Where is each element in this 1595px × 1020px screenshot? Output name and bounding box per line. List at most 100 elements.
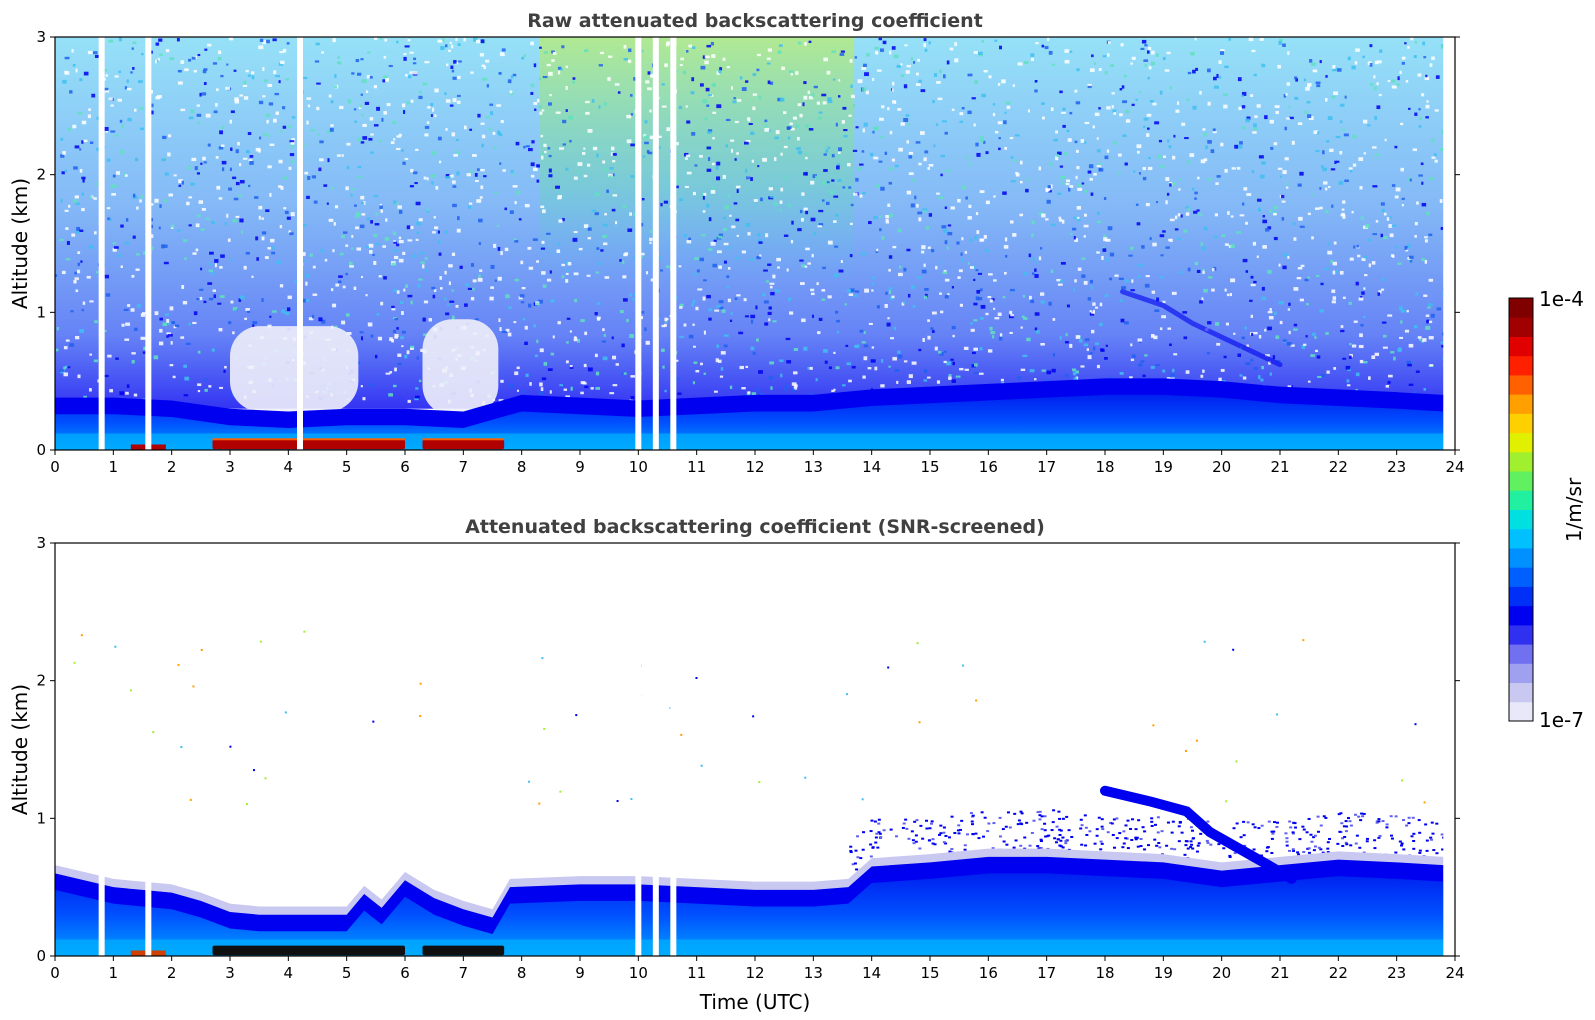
raw-x-tick-label: 0	[50, 458, 60, 476]
raw-dense-layer-segment-0	[212, 439, 405, 450]
raw-daytime-noise-region	[539, 37, 855, 285]
snr-y-axis-label: Altitude (km)	[8, 684, 32, 815]
raw-x-tick-label: 12	[745, 458, 764, 476]
colorbar-swatch	[1509, 374, 1533, 395]
snr-x-tick-label: 9	[575, 964, 585, 982]
snr-data-gap-4	[670, 543, 677, 956]
snr-panel-title: Attenuated backscattering coefficient (S…	[465, 516, 1045, 538]
x-axis-label: Time (UTC)	[699, 990, 811, 1014]
snr-screened-panel: Attenuated backscattering coefficient (S…	[8, 516, 1465, 1014]
colorbar-swatch	[1509, 701, 1533, 722]
raw-x-tick-label: 2	[167, 458, 177, 476]
colorbar-min-label: 1e-7	[1539, 708, 1584, 732]
colorbar-swatch	[1509, 471, 1533, 491]
raw-x-tick-label: 13	[804, 458, 823, 476]
raw-x-tick-label: 4	[284, 458, 294, 476]
raw-x-ticks: 0 1 2 3 4 5 6 7 8 9 10 11 12 13 14 15 16 17 18 19 20 21 22 23 24	[50, 450, 1465, 476]
snr-y-tick-label: 2	[36, 672, 46, 690]
snr-x-tick-label: 13	[804, 964, 823, 982]
snr-x-tick-label: 24	[1445, 964, 1464, 982]
snr-x-tick-label: 3	[225, 964, 235, 982]
raw-x-tick-label: 10	[629, 458, 648, 476]
raw-x-tick-label: 22	[1329, 458, 1348, 476]
colorbar-swatch	[1509, 413, 1533, 434]
snr-y-tick-label: 0	[36, 947, 46, 965]
raw-x-tick-label: 7	[459, 458, 469, 476]
snr-x-tick-label: 7	[459, 964, 469, 982]
raw-x-tick-label: 11	[687, 458, 706, 476]
raw-y-axis-label: Altitude (km)	[8, 178, 32, 309]
colorbar-units-label: 1/m/sr	[1562, 477, 1586, 542]
raw-x-tick-label: 1	[109, 458, 119, 476]
colorbar-swatch	[1509, 432, 1533, 453]
snr-data-gap-2	[635, 543, 642, 956]
colorbar-swatch	[1509, 509, 1533, 530]
colorbar-max-label: 1e-4	[1539, 287, 1584, 311]
colorbar-swatch	[1509, 490, 1533, 510]
snr-x-tick-label: 1	[109, 964, 119, 982]
raw-x-tick-label: 16	[979, 458, 998, 476]
raw-y-ticks: 0 1 2 3	[36, 28, 1460, 459]
raw-y-tick-label: 0	[36, 441, 46, 459]
raw-heatmap	[55, 37, 1455, 450]
colorbar-swatch	[1509, 528, 1533, 549]
raw-x-tick-label: 17	[1037, 458, 1056, 476]
raw-panel-title: Raw attenuated backscattering coefficien…	[527, 10, 983, 32]
raw-x-tick-label: 23	[1387, 458, 1406, 476]
snr-x-tick-label: 0	[50, 964, 60, 982]
colorbar-swatch	[1509, 298, 1533, 318]
colorbar-frame	[1508, 297, 1534, 722]
snr-x-tick-label: 6	[400, 964, 410, 982]
raw-x-tick-label: 24	[1445, 458, 1464, 476]
snr-data-gap-3	[652, 543, 659, 956]
colorbar-swatch	[1509, 394, 1533, 414]
snr-x-tick-label: 8	[517, 964, 527, 982]
colorbar-swatch	[1509, 355, 1533, 376]
raw-x-tick-label: 9	[575, 458, 585, 476]
snr-x-tick-label: 20	[1212, 964, 1231, 982]
snr-data-gap-1	[145, 543, 152, 956]
snr-x-tick-label: 12	[745, 964, 764, 982]
raw-y-tick-label: 2	[36, 166, 46, 184]
snr-x-tick-label: 18	[1095, 964, 1114, 982]
raw-x-tick-label: 6	[400, 458, 410, 476]
colorbar-swatch	[1509, 317, 1533, 337]
colorbar-swatch	[1509, 682, 1533, 703]
raw-x-tick-label: 18	[1095, 458, 1114, 476]
colorbar-swatch	[1509, 663, 1533, 684]
snr-dense-layer-segment-1	[422, 945, 505, 956]
raw-x-tick-label: 8	[517, 458, 527, 476]
raw-dense-layer-segment-1	[422, 439, 505, 450]
snr-x-tick-label: 21	[1270, 964, 1289, 982]
snr-x-tick-label: 17	[1037, 964, 1056, 982]
colorbar-swatches	[1509, 298, 1533, 722]
raw-x-tick-label: 5	[342, 458, 352, 476]
snr-y-tick-label: 1	[36, 809, 46, 827]
raw-y-tick-label: 3	[36, 28, 46, 46]
raw-y-tick-label: 1	[36, 303, 46, 321]
snr-no-data-region	[1443, 543, 1455, 956]
raw-data-gap-2	[297, 37, 303, 450]
snr-x-tick-label: 5	[342, 964, 352, 982]
snr-y-tick-label: 3	[36, 534, 46, 552]
snr-x-tick-label: 10	[629, 964, 648, 982]
snr-y-ticks: 0 1 2 3	[36, 534, 1460, 965]
colorbar-swatch	[1509, 336, 1533, 357]
snr-boundary-layer-core	[55, 873, 1444, 956]
snr-heatmap	[55, 543, 1455, 956]
snr-x-tick-label: 19	[1154, 964, 1173, 982]
raw-elevated-layer	[1120, 289, 1283, 368]
colorbar-swatch	[1509, 547, 1533, 568]
snr-x-tick-label: 23	[1387, 964, 1406, 982]
raw-low-signal-regions	[230, 319, 499, 416]
colorbar-swatch	[1509, 605, 1533, 626]
snr-x-ticks: 0 1 2 3 4 5 6 7 8 9 10 11 12 13 14 15 16 17 18 19 20 21 22 23 24	[50, 956, 1465, 982]
snr-data-gap-0	[98, 543, 105, 956]
raw-x-tick-label: 20	[1212, 458, 1231, 476]
raw-x-tick-label: 3	[225, 458, 235, 476]
colorbar: 1e-4 1e-7 1/m/sr	[1508, 287, 1586, 732]
raw-no-data-region	[1443, 37, 1455, 450]
snr-dense-layer-segment-0	[212, 945, 405, 956]
snr-x-tick-label: 4	[284, 964, 294, 982]
raw-data-gap-0	[98, 37, 105, 450]
